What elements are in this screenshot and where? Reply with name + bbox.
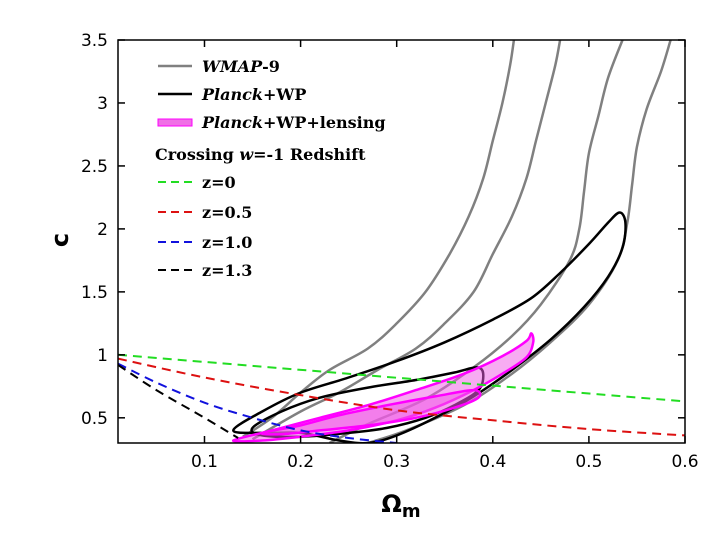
x-axis-title-main: Ω <box>381 490 401 518</box>
y-axis: 0.5 1 1.5 2 2.5 3 3.5 <box>81 31 685 429</box>
y-tick-label: 3.5 <box>81 31 108 51</box>
x-tick-label: 0.5 <box>575 452 602 472</box>
x-tick-label: 0.1 <box>191 452 218 472</box>
x-axis-title: Ωm <box>381 490 420 522</box>
legend-subtitle: Crossing w=-1 Redshift <box>155 145 366 164</box>
legend-label-z10: z=1.0 <box>202 233 252 252</box>
legend-label-wmap-text: -9 <box>262 57 280 76</box>
y-tick-label: 1.5 <box>81 283 108 303</box>
y-tick-label: 2 <box>97 220 108 240</box>
series-planck-wp-lensing-inner <box>260 388 482 436</box>
x-tick-label: 0.2 <box>287 452 314 472</box>
x-tick-label: 0.3 <box>383 452 410 472</box>
series-z-1-3 <box>118 364 239 439</box>
legend: WMAP-9 Planck+WP Planck+WP+lensing Cross… <box>155 57 386 280</box>
legend-label-planck-wp-text: +WP <box>263 85 306 104</box>
x-axis: 0.1 0.2 0.3 0.4 0.5 0.6 <box>191 40 699 472</box>
legend-subtitle-w: w <box>239 145 254 164</box>
legend-subtitle-b: =-1 Redshift <box>253 145 366 164</box>
series-wmap-9-contour-2 <box>251 40 562 441</box>
legend-label-wmap-italic: WMAP <box>202 57 263 76</box>
legend-label-planck-lensing: Planck+WP+lensing <box>201 113 386 132</box>
legend-label-planck-lensing-text: +WP+lensing <box>263 113 386 132</box>
series-z-0 <box>118 353 685 403</box>
legend-label-wmap: WMAP-9 <box>202 57 280 76</box>
legend-label-z13: z=1.3 <box>202 261 252 280</box>
y-tick-label: 0.5 <box>81 409 108 429</box>
y-tick-label: 1 <box>97 346 108 366</box>
plot-frame <box>117 39 686 444</box>
y-tick-label: 2.5 <box>81 157 108 177</box>
x-tick-label: 0.4 <box>479 452 506 472</box>
legend-label-planck-lensing-italic: Planck <box>201 113 263 132</box>
series-layer <box>118 40 685 443</box>
y-axis-title: c <box>46 233 74 247</box>
legend-swatch-planck-lensing <box>157 118 193 127</box>
legend-label-planck-wp-italic: Planck <box>201 85 263 104</box>
y-tick-label: 3 <box>97 94 108 114</box>
legend-label-z0: z=0 <box>202 173 236 192</box>
legend-subtitle-a: Crossing <box>155 145 239 164</box>
legend-label-planck-wp: Planck+WP <box>201 85 306 104</box>
x-tick-label: 0.6 <box>671 452 698 472</box>
series-z-1-0 <box>118 362 397 443</box>
x-axis-title-sub: m <box>402 501 421 522</box>
legend-label-z05: z=0.5 <box>202 203 252 222</box>
